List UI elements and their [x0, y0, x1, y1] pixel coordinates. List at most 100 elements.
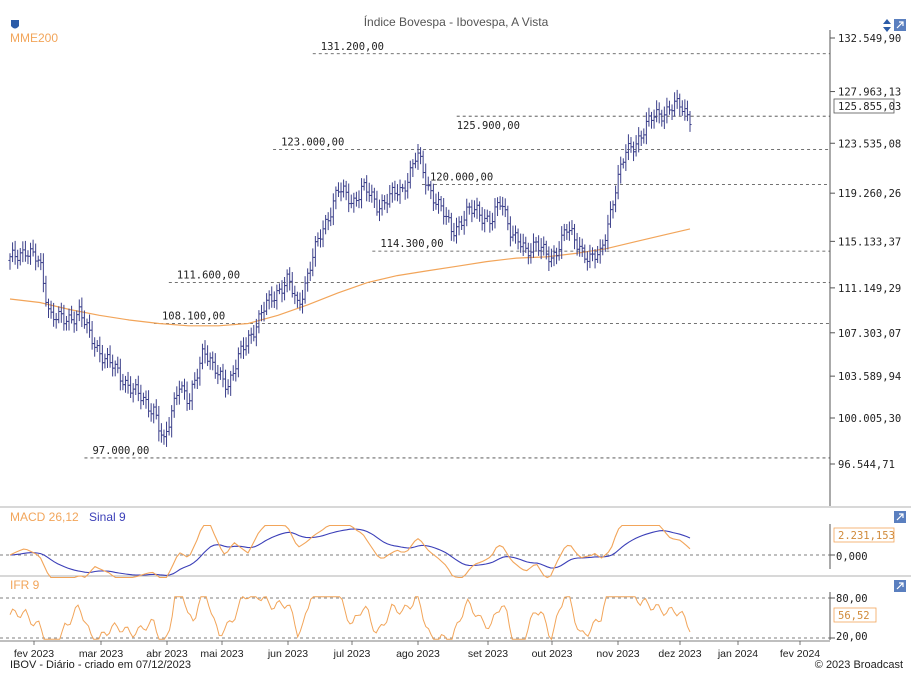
price-bar	[8, 253, 12, 270]
ifr-tick-80: 80,00	[836, 593, 868, 605]
ifr-legend: IFR 9	[10, 578, 40, 592]
price-bar	[524, 236, 528, 253]
price-bar	[21, 241, 25, 263]
price-bar	[267, 290, 271, 310]
price-bar	[616, 164, 620, 200]
price-bar	[403, 180, 407, 200]
price-bar	[680, 100, 684, 116]
price-bar	[39, 253, 43, 271]
price-bar	[41, 253, 45, 293]
price-bar	[16, 249, 20, 269]
price-bar	[495, 197, 500, 217]
x-tick-label: mar 2023	[79, 648, 124, 660]
price-bar	[547, 246, 551, 271]
price-bar	[288, 267, 292, 291]
y-tick-label: 127.963,13	[838, 87, 901, 99]
level-label: 114.300,00	[380, 238, 443, 250]
y-tick-label: 100.005,30	[838, 413, 901, 425]
price-bar	[285, 269, 289, 293]
price-bar	[234, 359, 238, 382]
expand-icon[interactable]	[894, 511, 906, 523]
price-bar	[159, 423, 163, 443]
price-bar	[503, 198, 507, 218]
price-bar	[613, 185, 618, 213]
price-bar	[185, 381, 189, 411]
x-tick-label: out 2023	[532, 648, 573, 660]
price-bar	[477, 201, 482, 222]
price-bar	[575, 232, 579, 256]
price-bar	[344, 180, 348, 201]
mme200-series	[9, 228, 691, 327]
price-bar	[380, 194, 384, 216]
price-bar	[270, 286, 274, 308]
price-bar	[508, 216, 512, 247]
price-bar	[188, 393, 192, 410]
price-bar	[300, 289, 305, 314]
price-bar	[398, 179, 402, 204]
price-bar	[529, 243, 533, 264]
price-bar	[352, 192, 356, 213]
price-bar	[655, 100, 659, 123]
level-label: 120.000,00	[430, 172, 493, 184]
svg-text:MACD 26,12: MACD 26,12	[10, 510, 79, 524]
macd-series	[9, 524, 691, 579]
price-bar	[136, 375, 140, 402]
price-bar	[506, 205, 510, 231]
price-bar	[421, 150, 425, 179]
macd-last-value-badge: 2.231,153	[833, 527, 895, 543]
price-bar	[465, 198, 469, 227]
signal-line	[9, 528, 691, 576]
expand-icon[interactable]	[894, 580, 906, 592]
price-bar	[44, 275, 48, 307]
price-bar	[621, 158, 625, 169]
price-bar	[149, 403, 153, 422]
price-bar	[321, 220, 325, 248]
y-tick-label: 111.149,29	[838, 283, 901, 295]
price-bar	[416, 143, 420, 170]
price-bar	[670, 104, 674, 120]
price-bar	[436, 191, 441, 214]
price-bar	[154, 399, 158, 420]
price-bar	[164, 421, 169, 447]
macd-zero-tick: 0,000	[836, 551, 868, 563]
price-bar	[626, 134, 631, 161]
price-bar	[177, 380, 181, 405]
price-bar	[211, 351, 215, 371]
price-bar	[393, 180, 397, 201]
ifr-line	[9, 596, 691, 641]
price-bar	[462, 210, 466, 235]
price-bar	[667, 100, 672, 115]
price-bar	[585, 251, 589, 271]
expand-icon[interactable]	[894, 19, 906, 31]
y-tick-label: 96.544,71	[838, 459, 895, 471]
price-bar	[90, 321, 94, 350]
price-bar	[683, 99, 687, 121]
price-bar	[116, 356, 120, 374]
price-bar	[129, 376, 133, 398]
mme200-legend: MME200	[10, 31, 58, 45]
price-bar	[252, 325, 256, 342]
ifr-band-lines	[0, 597, 835, 639]
shield-icon	[11, 20, 19, 29]
chart-title: Índice Bovespa - Ibovespa, A Vista	[364, 14, 549, 29]
x-axis-labels: fev 2023 mar 2023 abr 2023 mai 2023 jun 2023…	[14, 641, 820, 660]
price-bar	[390, 182, 394, 203]
price-bar	[675, 89, 679, 109]
price-bar	[467, 202, 471, 215]
price-bar	[629, 137, 633, 153]
price-bar	[118, 358, 122, 391]
price-bar	[642, 128, 646, 144]
price-bar	[59, 302, 63, 323]
price-bar	[241, 337, 246, 359]
price-bar	[87, 314, 92, 338]
price-bar	[28, 242, 33, 265]
price-bar	[236, 347, 240, 378]
y-tick-label: 132.549,90	[838, 33, 901, 45]
price-bar	[336, 182, 341, 198]
price-bar	[588, 244, 592, 269]
price-bar	[223, 369, 228, 398]
price-bar	[182, 378, 187, 400]
sort-arrows-icon[interactable]	[883, 19, 891, 32]
price-bar	[239, 340, 243, 359]
